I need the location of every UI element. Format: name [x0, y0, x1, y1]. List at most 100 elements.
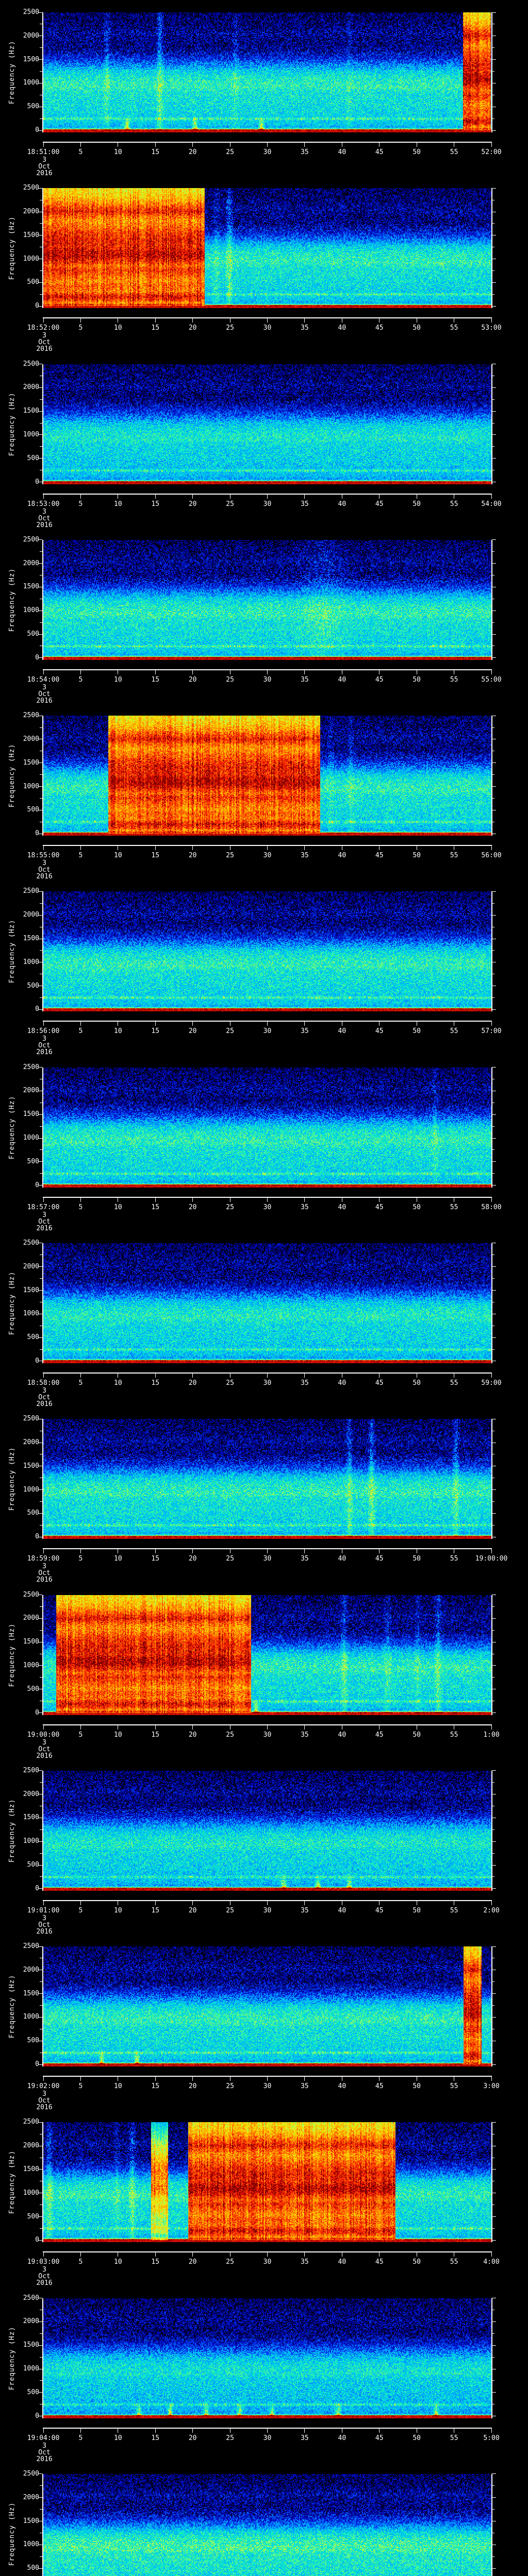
- date-line: Oct: [38, 1569, 51, 1578]
- y-axis-tick-label: 1000: [23, 2540, 39, 2549]
- x-axis-tick: [267, 2251, 268, 2257]
- x-axis-tick: [304, 2427, 305, 2433]
- y-axis-tick-label: 2000: [23, 2317, 39, 2326]
- y-axis-tick-label: 0: [35, 302, 39, 310]
- y-axis-tick-label: 1000: [23, 79, 39, 87]
- date-line: 3: [42, 1914, 46, 1922]
- freq-axis-label: Frequency (Hz): [8, 1447, 16, 1511]
- x-axis-tick-label: 30: [263, 852, 272, 860]
- y-axis-tick-label: 500: [27, 1685, 39, 1693]
- x-axis-tick-label: 50: [412, 2082, 421, 2091]
- date-line: 2016: [36, 1576, 53, 1583]
- x-axis-tick: [267, 1548, 268, 1554]
- x-axis-tick-label: 20: [188, 852, 197, 860]
- x-axis-tick-label: 15: [151, 852, 160, 860]
- y-axis-tick-label: 2000: [23, 1262, 39, 1270]
- y-axis-tick: [492, 657, 496, 658]
- y-axis-minor-tick: [40, 2005, 42, 2006]
- date-line: Oct: [38, 163, 51, 171]
- x-axis-tick-label: 40: [338, 2434, 346, 2442]
- x-axis-tick-label: 40: [338, 1027, 346, 1036]
- x-axis-tick: [192, 1196, 193, 1202]
- x-axis-tick-label: 20: [188, 2258, 197, 2266]
- y-axis-tick-label: 2500: [23, 887, 39, 895]
- start-time-label: 18:51:00: [27, 148, 60, 156]
- x-axis-tick-label: 5: [78, 2434, 83, 2442]
- x-axis-tick-label: 25: [226, 1379, 234, 1387]
- y-axis-tick-label: 0: [35, 653, 39, 662]
- freq-axis-label: Frequency (Hz): [8, 1095, 16, 1159]
- x-axis-tick-label: 50: [412, 1379, 421, 1387]
- y-axis-line: [42, 1243, 43, 1363]
- x-axis-tick: [267, 1372, 268, 1378]
- spectrogram-panel: Frequency (Hz) 2500 2000 1500 1000 500 0 19:01:…: [0, 1758, 528, 1935]
- x-axis-tick-label: 55: [450, 852, 458, 860]
- x-axis-tick-label: 45: [375, 324, 384, 332]
- x-axis-tick-label: 55: [450, 675, 458, 684]
- y-axis-minor-tick: [492, 1501, 494, 1502]
- date-line: 2016: [36, 2455, 53, 2462]
- y-axis-tick: [492, 1865, 496, 1866]
- y-axis-tick-label: 2500: [23, 535, 39, 544]
- x-axis-tick: [43, 1900, 44, 1905]
- x-axis-tick: [80, 142, 81, 147]
- y-axis-tick-label: 500: [27, 806, 39, 814]
- x-axis-tick-label: 45: [375, 852, 384, 860]
- x-axis-tick: [192, 2251, 193, 2257]
- start-time-label: 19:01:00: [27, 1906, 60, 1914]
- x-axis-tick-label: 40: [338, 1906, 346, 1914]
- y-axis-tick: [492, 387, 496, 388]
- y-axis-minor-tick: [40, 997, 42, 998]
- spectrogram-panel: Frequency (Hz) 2500 2000 1500 1000 500 0 19:04:…: [0, 2285, 528, 2462]
- x-axis-tick-label: 45: [375, 1731, 384, 1739]
- x-axis-tick-label: 45: [375, 148, 384, 156]
- y-axis-tick: [38, 1513, 42, 1514]
- y-axis-tick: [492, 2497, 496, 2498]
- x-axis-tick: [80, 493, 81, 499]
- y-axis-tick: [38, 1888, 42, 1889]
- x-axis-tick-label: 15: [151, 1379, 160, 1387]
- date-line: 3: [42, 2090, 46, 2098]
- x-axis-tick-label: 10: [114, 148, 122, 156]
- y-axis-tick: [38, 2321, 42, 2322]
- x-axis-tick-label: 10: [114, 2434, 122, 2442]
- y-axis-tick: [38, 2169, 42, 2170]
- date-line: 2016: [36, 2104, 53, 2110]
- y-axis-tick: [38, 2345, 42, 2346]
- x-axis-tick: [155, 493, 156, 499]
- x-axis-tick-label: 45: [375, 1555, 384, 1563]
- y-axis-tick: [492, 1489, 496, 1490]
- x-axis-tick-label: 45: [375, 2258, 384, 2266]
- x-axis-tick: [304, 2251, 305, 2257]
- x-axis-tick: [192, 142, 193, 147]
- y-axis-minor-tick: [40, 2333, 42, 2334]
- y-axis-tick: [38, 458, 42, 459]
- y-axis-minor-tick: [40, 2228, 42, 2229]
- x-axis-tick-label: 45: [375, 500, 384, 508]
- y-axis-tick-label: 2000: [23, 1087, 39, 1095]
- end-time-label: 53:00: [481, 324, 502, 332]
- x-axis-tick: [192, 1548, 193, 1554]
- spectrogram-panel: Frequency (Hz) 2500 2000 1500 1000 500 0 18:55:…: [0, 703, 528, 879]
- date-line: Oct: [38, 1393, 51, 1401]
- freq-axis-label: Frequency (Hz): [8, 2326, 16, 2390]
- y-axis-minor-tick: [40, 1606, 42, 1607]
- y-axis-tick-label: 1000: [23, 1310, 39, 1318]
- y-axis-tick: [38, 282, 42, 283]
- x-axis-tick: [491, 1021, 492, 1026]
- y-axis-tick: [38, 1114, 42, 1115]
- x-axis-tick: [192, 493, 193, 499]
- x-axis-tick: [304, 493, 305, 499]
- y-axis-right-line: [491, 2122, 492, 2243]
- spectrogram-panel: Frequency (Hz) 2500 2000 1500 1000 500 0 18:53:…: [0, 351, 528, 528]
- x-axis-tick-label: 45: [375, 1379, 384, 1387]
- y-axis-minor-tick: [40, 2485, 42, 2486]
- x-axis-tick-label: 10: [114, 852, 122, 860]
- y-axis-tick: [492, 2016, 496, 2018]
- y-axis-tick-label: 1500: [23, 935, 39, 942]
- y-axis-tick: [38, 2216, 42, 2217]
- x-axis-tick: [43, 317, 44, 323]
- x-axis-tick-label: 55: [450, 1203, 458, 1211]
- y-axis-tick: [38, 563, 42, 564]
- y-axis-tick-label: 0: [35, 2060, 39, 2069]
